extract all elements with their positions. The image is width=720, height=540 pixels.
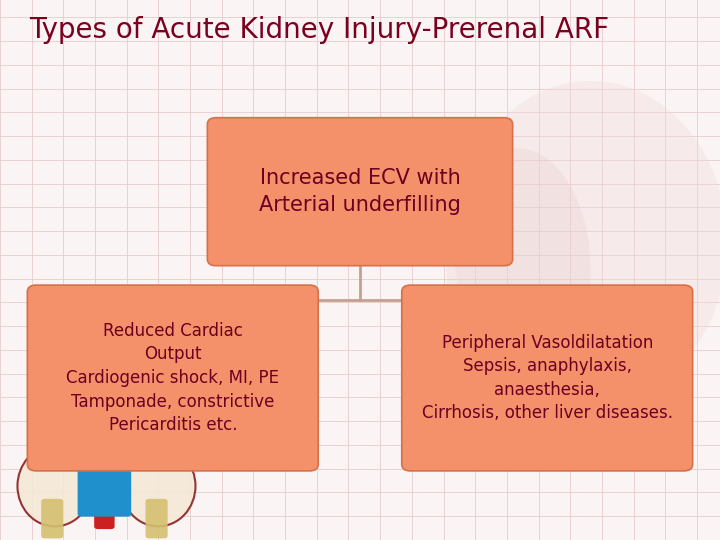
FancyBboxPatch shape xyxy=(94,443,114,529)
Text: Peripheral Vasoldilatation
Sepsis, anaphylaxis,
anaesthesia,
Cirrhosis, other li: Peripheral Vasoldilatation Sepsis, anaph… xyxy=(422,334,672,422)
FancyBboxPatch shape xyxy=(78,455,131,517)
FancyBboxPatch shape xyxy=(145,499,168,538)
Ellipse shape xyxy=(454,81,720,405)
FancyBboxPatch shape xyxy=(207,118,513,266)
FancyBboxPatch shape xyxy=(27,285,318,471)
Ellipse shape xyxy=(121,446,196,526)
Text: Types of Acute Kidney Injury-Prerenal ARF: Types of Acute Kidney Injury-Prerenal AR… xyxy=(29,16,609,44)
FancyBboxPatch shape xyxy=(402,285,693,471)
FancyBboxPatch shape xyxy=(41,499,63,538)
Ellipse shape xyxy=(17,446,92,526)
Ellipse shape xyxy=(446,148,590,392)
Text: Increased ECV with
Arterial underfilling: Increased ECV with Arterial underfilling xyxy=(259,168,461,215)
Text: Reduced Cardiac
Output
Cardiogenic shock, MI, PE
Tamponade, constrictive
Pericar: Reduced Cardiac Output Cardiogenic shock… xyxy=(66,322,279,434)
